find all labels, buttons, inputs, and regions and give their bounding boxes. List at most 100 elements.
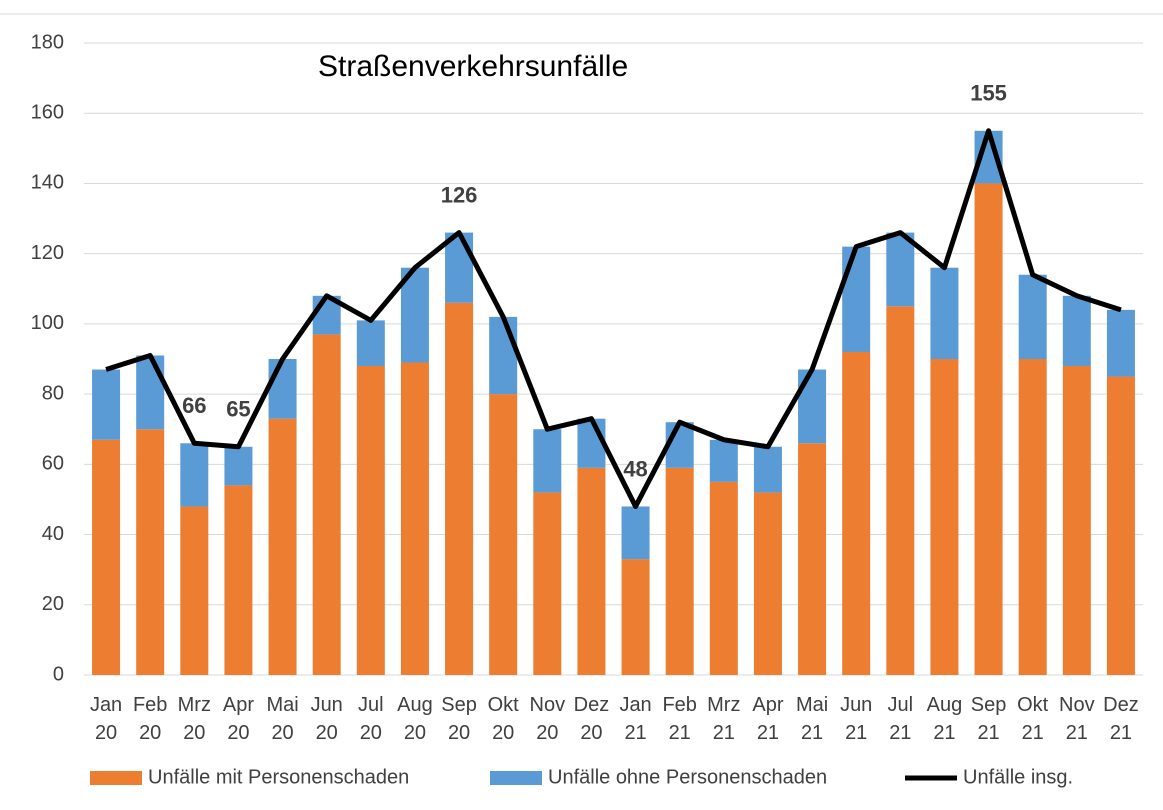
bar	[1106, 376, 1135, 675]
y-tick-label: 0	[53, 663, 64, 685]
x-tick-part: Nov	[1059, 694, 1095, 716]
y-tick-label: 20	[42, 593, 64, 615]
legend-label: Unfälle insg.	[963, 766, 1073, 788]
x-tick-part: Dez	[574, 694, 610, 716]
x-tick-label: Jun 21	[840, 694, 872, 744]
x-tick-part: 20	[227, 722, 249, 744]
x-tick-label: Dez 21	[1103, 694, 1139, 744]
x-tick-part: 21	[1022, 722, 1044, 744]
bar	[753, 492, 782, 675]
bar	[312, 334, 341, 675]
x-tick-label: Jan 20	[90, 694, 122, 744]
x-tick-part: 20	[271, 722, 293, 744]
x-tick-part: Okt	[1017, 694, 1049, 716]
bar	[753, 446, 782, 493]
chart-title: Straßenverkehrsunfälle	[318, 50, 628, 83]
bar	[445, 232, 474, 303]
x-tick-part: Apr	[223, 694, 254, 716]
x-tick-label: Okt 20	[488, 694, 520, 744]
x-tick-label: Jun 20	[311, 694, 343, 744]
x-tick-part: 21	[669, 722, 691, 744]
bar	[886, 232, 915, 307]
x-tick-part: Jul	[358, 694, 384, 716]
y-tick-label: 100	[31, 312, 64, 334]
x-tick-part: Dez	[1103, 694, 1139, 716]
x-tick-part: Aug	[397, 694, 433, 716]
bar	[356, 320, 385, 367]
data-label: 126	[441, 182, 478, 207]
bar	[798, 369, 827, 444]
x-tick-part: Aug	[927, 694, 963, 716]
x-tick-label: Okt 21	[1017, 694, 1049, 744]
x-tick-part: Feb	[133, 694, 167, 716]
x-tick-part: 20	[139, 722, 161, 744]
bar	[136, 355, 165, 430]
x-tick-part: 20	[404, 722, 426, 744]
x-tick-label: Nov 21	[1059, 694, 1095, 744]
x-tick-part: 20	[183, 722, 205, 744]
bar	[842, 351, 871, 675]
x-tick-label: Jul 20	[358, 694, 384, 744]
y-tick-label: 160	[31, 102, 64, 124]
x-tick-part: Okt	[488, 694, 520, 716]
x-tick-part: 20	[448, 722, 470, 744]
x-tick-part: Jun	[840, 694, 872, 716]
bar	[400, 267, 429, 363]
x-tick-part: 20	[580, 722, 602, 744]
x-tick-label: Mai 21	[796, 694, 828, 744]
bar	[886, 306, 915, 675]
bar	[621, 559, 650, 675]
x-tick-label: Dez 20	[574, 694, 610, 744]
x-tick-label: Mrz 20	[178, 694, 211, 744]
bar	[400, 362, 429, 675]
x-tick-part: 20	[316, 722, 338, 744]
bar	[709, 439, 738, 482]
bar	[1018, 359, 1047, 675]
bar	[268, 359, 297, 419]
bar	[268, 418, 297, 675]
x-tick-label: Mrz 21	[707, 694, 740, 744]
x-tick-label: Nov 20	[530, 694, 566, 744]
bar	[1018, 274, 1047, 359]
bar	[180, 443, 209, 507]
bar	[1106, 309, 1135, 377]
bar	[180, 506, 209, 675]
x-tick-part: Mrz	[178, 694, 211, 716]
y-tick-label: 40	[42, 523, 64, 545]
bar	[930, 267, 959, 359]
x-tick-label: Jul 21	[888, 694, 914, 744]
y-tick-label: 180	[31, 31, 64, 53]
x-tick-label: Sep 20	[441, 694, 477, 744]
x-tick-part: Mrz	[707, 694, 740, 716]
bar	[224, 446, 253, 486]
bar	[92, 369, 121, 440]
data-label: 66	[182, 393, 206, 418]
x-tick-part: 20	[95, 722, 117, 744]
x-tick-part: Jan	[619, 694, 651, 716]
x-tick-part: 21	[757, 722, 779, 744]
legend-swatch	[90, 771, 142, 785]
x-tick-label: Sep 21	[971, 694, 1007, 744]
x-tick-label: Feb 21	[662, 694, 696, 744]
y-tick-label: 60	[42, 453, 64, 475]
x-tick-part: 21	[889, 722, 911, 744]
y-tick-label: 140	[31, 172, 64, 194]
x-tick-part: 21	[713, 722, 735, 744]
bar	[533, 429, 562, 493]
x-tick-part: Sep	[971, 694, 1007, 716]
bar	[798, 443, 827, 675]
legend-label: Unfälle ohne Personenschaden	[548, 766, 827, 788]
bar	[445, 302, 474, 675]
y-tick-label: 120	[31, 242, 64, 264]
data-label: 48	[623, 456, 647, 481]
bar	[665, 467, 694, 675]
y-tick-label: 80	[42, 382, 64, 404]
legend-swatch	[490, 771, 542, 785]
bar	[136, 429, 165, 675]
x-tick-part: 20	[360, 722, 382, 744]
bar	[1062, 295, 1091, 367]
bar	[1062, 366, 1091, 675]
bar	[533, 492, 562, 675]
bar	[577, 418, 606, 468]
